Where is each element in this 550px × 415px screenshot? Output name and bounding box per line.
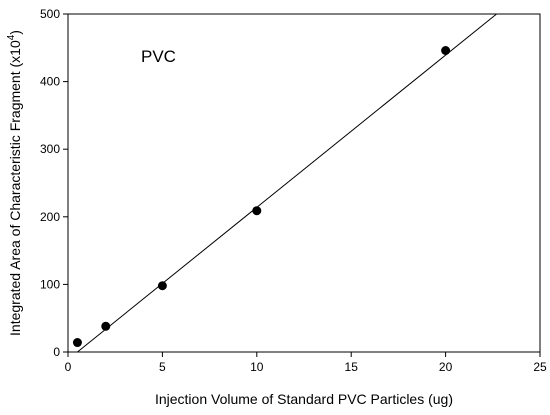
x-tick-label-5: 25 (533, 360, 547, 374)
y-axis-label: Integrated Area of Characteristic Fragme… (6, 30, 23, 336)
x-tick-label-4: 20 (439, 360, 453, 374)
y-tick-label-2: 200 (40, 210, 60, 224)
y-tick-label-0: 0 (53, 345, 60, 359)
data-point-2 (157, 281, 167, 291)
data-point-0 (72, 338, 82, 348)
y-tick-label-5: 500 (40, 7, 60, 21)
data-point-4 (441, 46, 451, 56)
y-axis-label-sup: 4 (6, 34, 17, 40)
series-annotation: PVC (141, 47, 176, 66)
x-axis-label: Injection Volume of Standard PVC Particl… (155, 391, 453, 407)
axis-ticks: 0 5 10 15 20 25 0 100 200 300 400 500 (40, 7, 547, 374)
x-tick-label-0: 0 (65, 360, 72, 374)
y-axis-label-main: Integrated Area of Characteristic Fragme… (7, 40, 23, 336)
x-tick-label-1: 5 (159, 360, 166, 374)
data-point-3 (252, 206, 262, 216)
data-points (72, 46, 451, 348)
y-tick-label-1: 100 (40, 277, 60, 291)
fit-line (77, 13, 497, 353)
x-tick-label-3: 15 (345, 360, 359, 374)
plot-frame (67, 13, 541, 353)
data-point-1 (101, 321, 111, 331)
y-axis-label-end: ) (7, 30, 23, 35)
y-tick-label-3: 300 (40, 142, 60, 156)
y-tick-label-4: 400 (40, 75, 60, 89)
x-tick-label-2: 10 (250, 360, 264, 374)
